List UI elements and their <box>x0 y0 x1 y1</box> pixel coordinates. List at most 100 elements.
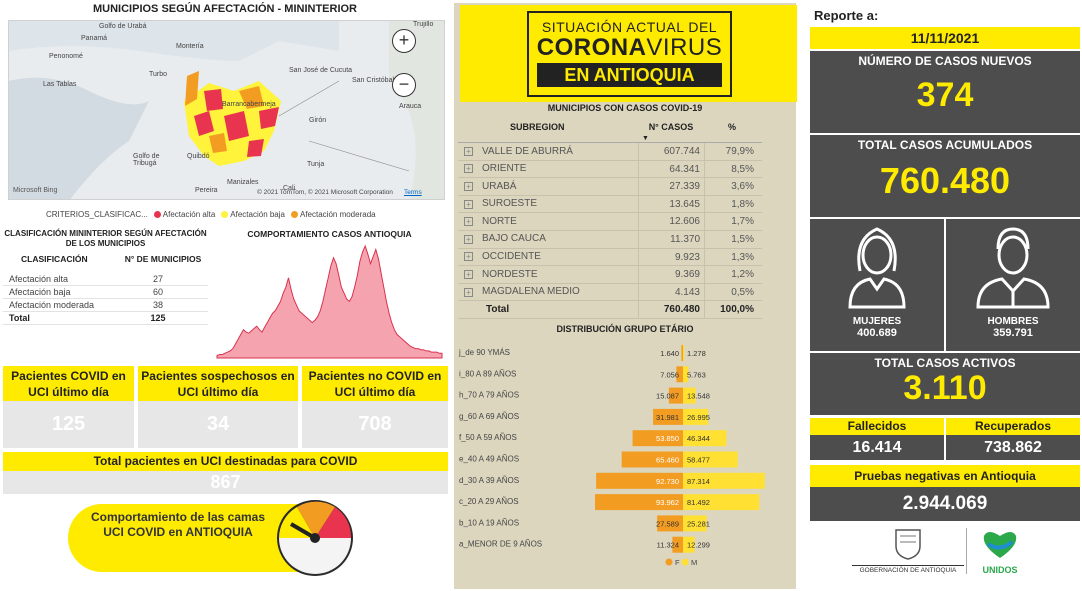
table-row[interactable]: + BAJO CAUCA 11.370 1,5% <box>458 230 762 249</box>
municipality-map[interactable]: Golfo de Urabá Trujillo Panamá Penonomé … <box>8 20 445 200</box>
legend-label: CRITERIOS_CLASIFICAC... <box>46 209 148 219</box>
column-header[interactable]: SUBREGION <box>510 122 565 132</box>
bar-male[interactable] <box>683 387 696 404</box>
bar-female[interactable] <box>596 472 683 489</box>
bar-female[interactable] <box>653 408 683 425</box>
table-row[interactable]: + SUROESTE 13.645 1,8% <box>458 195 762 214</box>
column-header[interactable]: % <box>727 122 736 132</box>
coronavirus-logo-banner: SITUACIÓN ACTUAL DEL CORONAVIRUS EN ANTI… <box>460 5 797 102</box>
uci-noncovid-value: 708 <box>302 401 448 448</box>
bar-male[interactable] <box>683 536 695 553</box>
expand-icon[interactable]: + <box>464 199 473 209</box>
map-label: Penonomé <box>49 53 83 60</box>
zoom-in-button[interactable]: + <box>392 29 416 53</box>
legend-item[interactable]: Afectación baja <box>221 210 285 219</box>
expand-icon[interactable]: + <box>464 269 473 279</box>
expand-icon[interactable]: + <box>464 217 473 227</box>
bar-male[interactable] <box>683 408 709 425</box>
table-row[interactable]: + MAGDALENA MEDIO 4.143 0,5% <box>458 283 762 302</box>
data-label-male: 26.995 <box>687 413 710 422</box>
bar-female[interactable] <box>681 345 683 361</box>
column-header: N° DE MUNICIPIOS <box>124 254 202 264</box>
table-row[interactable]: + VALLE DE ABURRÁ 607.744 79,9% <box>458 143 762 161</box>
total-uci-label: Total pacientes en UCI destinadas para C… <box>3 452 448 471</box>
bar-female[interactable] <box>657 515 683 532</box>
age-distribution-title: DISTRIBUCIÓN GRUPO ETÁRIO <box>556 324 694 334</box>
table-header: SUBREGION N° CASOS ▼ % <box>458 118 762 143</box>
column-header: CLASIFICACIÓN <box>21 254 88 264</box>
bar-female[interactable] <box>621 451 683 468</box>
gauge-icon <box>277 500 353 576</box>
bar-male[interactable] <box>683 451 738 468</box>
woman-icon <box>848 227 906 309</box>
uci-beds-banner[interactable]: Comportamiento de las camas UCI COVID en… <box>68 498 368 578</box>
total-uci-card: Total pacientes en UCI destinadas para C… <box>3 452 448 494</box>
table-row[interactable]: + URABÁ 27.339 3,6% <box>458 178 762 196</box>
logo-line1: SITUACIÓN ACTUAL DEL <box>541 19 718 35</box>
report-label: Reporte a: <box>810 5 1080 27</box>
unidos-heart-icon <box>983 532 1017 558</box>
table-row: Afectación moderada 38 <box>3 299 208 312</box>
age-group-label: h_70 A 79 AÑOS <box>459 391 519 400</box>
expand-icon[interactable]: + <box>464 287 473 297</box>
age-pyramid-chart: j_de 90 YMÁS 1.640 1.278 i_80 A 89 AÑOS 7.05… <box>458 345 765 567</box>
negative-tests-label: Pruebas negativas en Antioquia <box>810 465 1080 487</box>
bar-male[interactable] <box>683 472 765 489</box>
legend-dot-icon <box>681 558 689 566</box>
zoom-out-button[interactable]: − <box>392 73 416 97</box>
table-row[interactable]: + ORIENTE 64.341 8,5% <box>458 160 762 179</box>
expand-icon[interactable]: + <box>464 146 473 156</box>
active-cases-card: TOTAL CASOS ACTIVOS 3.110 <box>810 353 1080 415</box>
bar-male[interactable] <box>683 345 685 361</box>
map-label: Montería <box>176 43 204 50</box>
map-label: Turbo <box>149 71 168 78</box>
bar-female[interactable] <box>668 387 683 404</box>
total-uci-value: 867 <box>3 471 448 494</box>
map-label: Barrancabermeja <box>222 101 276 108</box>
dot-icon <box>290 210 298 218</box>
data-label-female: 65.460 <box>656 456 679 465</box>
map-label: Manizales <box>227 179 259 186</box>
table-row[interactable]: + NORTE 12.606 1,7% <box>458 213 762 231</box>
bar-male[interactable] <box>683 515 707 532</box>
column-header[interactable]: N° CASOS ▼ <box>638 118 704 142</box>
bar-female[interactable] <box>632 430 683 447</box>
table-row[interactable]: + NORDESTE 9.369 1,2% <box>458 266 762 284</box>
uci-beds-label: Comportamiento de las camas UCI COVID en… <box>90 510 266 539</box>
expand-icon[interactable]: + <box>464 164 473 174</box>
bar-female[interactable] <box>672 536 683 553</box>
bar-male[interactable] <box>683 430 727 447</box>
legend-item[interactable]: Afectación moderada <box>290 210 376 219</box>
new-cases-label: NÚMERO DE CASOS NUEVOS <box>858 54 1032 68</box>
expand-icon[interactable]: + <box>464 181 473 191</box>
bar-male[interactable] <box>683 494 760 511</box>
bar-female[interactable] <box>595 494 683 511</box>
logo-line2: CORONAVIRUS <box>536 34 723 61</box>
map-label: Las Tablas <box>43 81 77 88</box>
dot-icon <box>153 210 161 218</box>
expand-icon[interactable]: + <box>464 234 473 244</box>
uci-suspect-value: 34 <box>138 401 298 448</box>
sort-down-icon[interactable]: ▼ <box>642 135 649 142</box>
map-terms-link[interactable]: Terms <box>404 189 422 196</box>
uci-suspect-card: Pacientes sospechosos en UCI último día … <box>138 366 298 448</box>
uci-covid-value: 125 <box>3 401 134 448</box>
expand-icon[interactable]: + <box>464 252 473 262</box>
legend-dot-icon <box>665 558 673 566</box>
age-group-label: b_10 A 19 AÑOS <box>459 518 519 527</box>
active-cases-label: TOTAL CASOS ACTIVOS <box>874 356 1016 370</box>
map-label: Girón <box>309 117 327 124</box>
data-label-female: 27.589 <box>656 519 679 528</box>
legend-item[interactable]: Afectación alta <box>153 210 215 219</box>
trend-title: COMPORTAMIENTO CASOS ANTIOQUIA <box>247 229 412 239</box>
logo-divider <box>966 528 967 574</box>
bar-male[interactable] <box>683 366 689 383</box>
map-label: Cali <box>283 185 296 192</box>
map-label: Quibdó <box>187 153 210 160</box>
man-icon <box>976 227 1050 309</box>
negative-tests-value: 2.944.069 <box>810 487 1080 521</box>
table-row[interactable]: + OCCIDENTE 9.923 1,3% <box>458 248 762 267</box>
table-row-total: Total 125 <box>3 312 208 325</box>
bar-female[interactable] <box>676 366 683 383</box>
data-label-female: 1.640 <box>660 349 679 358</box>
